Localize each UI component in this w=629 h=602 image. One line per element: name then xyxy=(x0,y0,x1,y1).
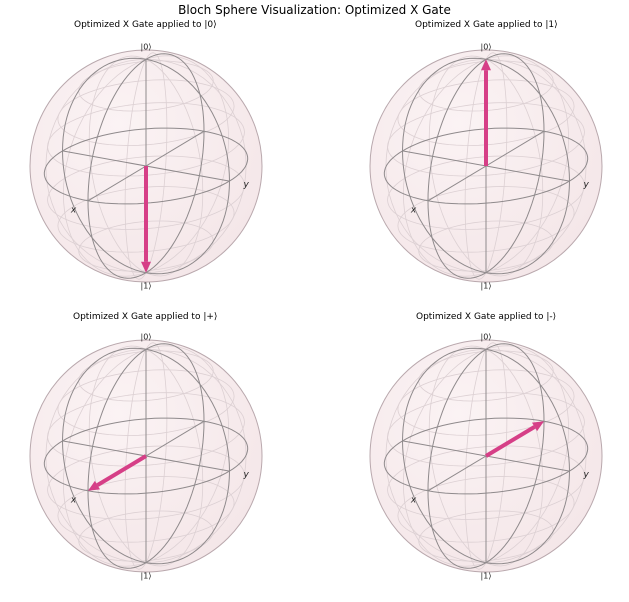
bloch-sphere: |0⟩ |1⟩ x y xyxy=(369,42,603,291)
bloch-panel-3: Optimized X Gate applied to |-⟩ |0⟩ |1⟩ x y xyxy=(340,292,629,582)
y-axis-label: y xyxy=(583,470,590,480)
state-vector-arrowhead xyxy=(481,59,491,71)
x-axis-label: x xyxy=(70,206,77,216)
panel-title: Optimized X Gate applied to |-⟩ xyxy=(416,312,557,322)
x-axis-label: x xyxy=(410,206,417,216)
panel-title: Optimized X Gate applied to |+⟩ xyxy=(73,312,218,322)
south-label: |1⟩ xyxy=(481,282,492,291)
south-label: |1⟩ xyxy=(141,572,152,581)
panel-title: Optimized X Gate applied to |0⟩ xyxy=(74,20,217,30)
y-axis-label: y xyxy=(243,180,250,190)
state-vector-shaft xyxy=(96,454,148,487)
y-axis-label: y xyxy=(243,470,250,480)
state-vector-arrowhead xyxy=(141,261,151,273)
state-vector-arrowhead xyxy=(88,480,100,491)
figure-title: Bloch Sphere Visualization: Optimized X … xyxy=(178,3,451,17)
bloch-panel-0: Optimized X Gate applied to |0⟩ |0⟩ |1⟩ x y xyxy=(0,0,314,291)
north-label: |0⟩ xyxy=(481,332,492,341)
north-label: |0⟩ xyxy=(481,42,492,51)
north-label: |0⟩ xyxy=(141,332,152,341)
bloch-panel-2: Optimized X Gate applied to |+⟩ |0⟩ |1⟩ x y xyxy=(0,292,314,582)
state-vector-arrowhead xyxy=(532,421,544,432)
x-axis-label: x xyxy=(70,496,77,506)
bloch-panel-1: Optimized X Gate applied to |1⟩ |0⟩ |1⟩ x y xyxy=(340,0,629,291)
south-label: |1⟩ xyxy=(481,572,492,581)
bloch-sphere: |0⟩ |1⟩ x y xyxy=(29,42,263,291)
y-axis-label: y xyxy=(583,180,590,190)
north-label: |0⟩ xyxy=(141,42,152,51)
bloch-sphere: |0⟩ |1⟩ x y xyxy=(369,332,603,581)
bloch-sphere: |0⟩ |1⟩ x y xyxy=(29,332,263,581)
state-vector-shaft xyxy=(484,425,536,458)
x-axis-label: x xyxy=(410,496,417,506)
panel-title: Optimized X Gate applied to |1⟩ xyxy=(415,20,558,30)
south-label: |1⟩ xyxy=(141,282,152,291)
